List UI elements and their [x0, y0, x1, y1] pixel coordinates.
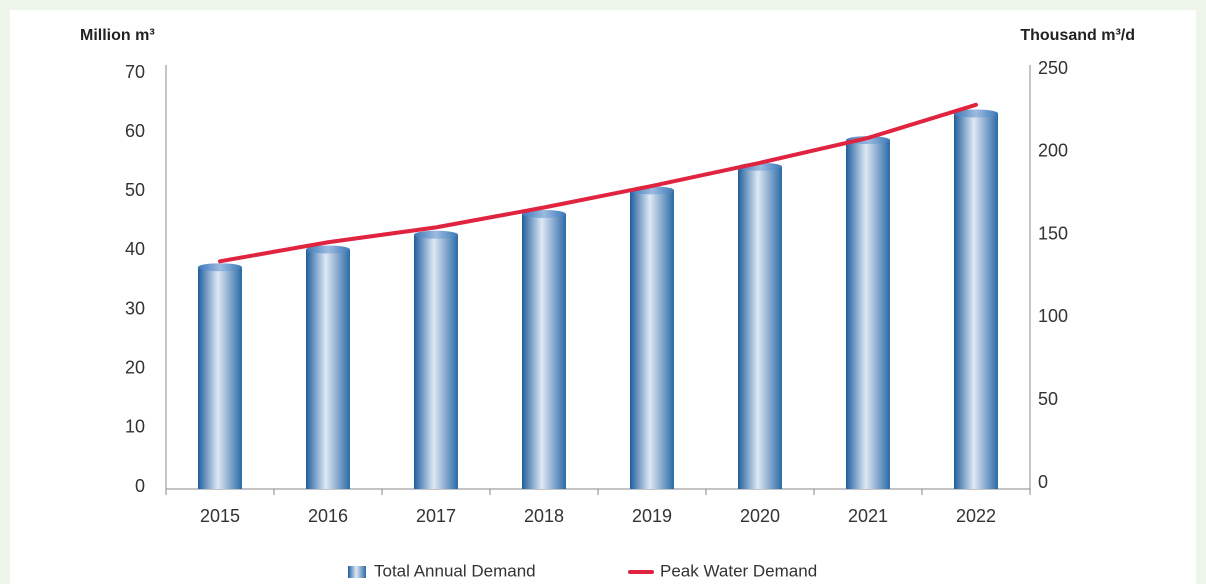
y2-tick-label: 150 [1038, 223, 1068, 243]
line [218, 102, 978, 264]
y-tick-label: 70 [125, 62, 145, 82]
y-tick-label: 20 [125, 357, 145, 377]
bar [846, 140, 890, 490]
legend-swatch [348, 566, 366, 578]
x-tick-label: 2022 [956, 506, 996, 526]
y-tick-label: 30 [125, 298, 145, 318]
bar [198, 267, 242, 489]
x-tick-label: 2015 [200, 506, 240, 526]
y-tick-label: 60 [125, 121, 145, 141]
y-tick-label: 40 [125, 239, 145, 259]
bar [630, 190, 674, 490]
bar-top [198, 263, 242, 272]
y-tick-label: 0 [135, 476, 145, 496]
bar-top [954, 109, 998, 118]
y2-tick-label: 100 [1038, 306, 1068, 326]
y2-tick-label: 200 [1038, 141, 1068, 161]
bar [414, 234, 458, 489]
legend-label: Total Annual Demand [374, 561, 536, 580]
bar [738, 166, 782, 489]
x-tick-label: 2020 [740, 506, 780, 526]
y-axis-title: Million m³ [80, 27, 155, 44]
y2-tick-label: 50 [1038, 389, 1058, 409]
x-tick-label: 2017 [416, 506, 456, 526]
bar-top [522, 209, 566, 218]
y-tick-label: 50 [125, 180, 145, 200]
bar [954, 113, 998, 489]
y2-tick-label: 0 [1038, 472, 1048, 492]
x-tick-label: 2018 [524, 506, 564, 526]
y2-tick-label: 250 [1038, 58, 1068, 78]
x-tick-label: 2016 [308, 506, 348, 526]
y-tick-label: 10 [125, 417, 145, 437]
bar [522, 213, 566, 489]
bar [306, 249, 350, 489]
legend-label: Peak Water Demand [660, 561, 817, 580]
bar-top [414, 230, 458, 239]
x-tick-label: 2019 [632, 506, 672, 526]
y2-axis-title: Thousand m³/d [1020, 27, 1135, 44]
bar-top [306, 245, 350, 254]
x-tick-label: 2021 [848, 506, 888, 526]
panel [10, 10, 1196, 584]
